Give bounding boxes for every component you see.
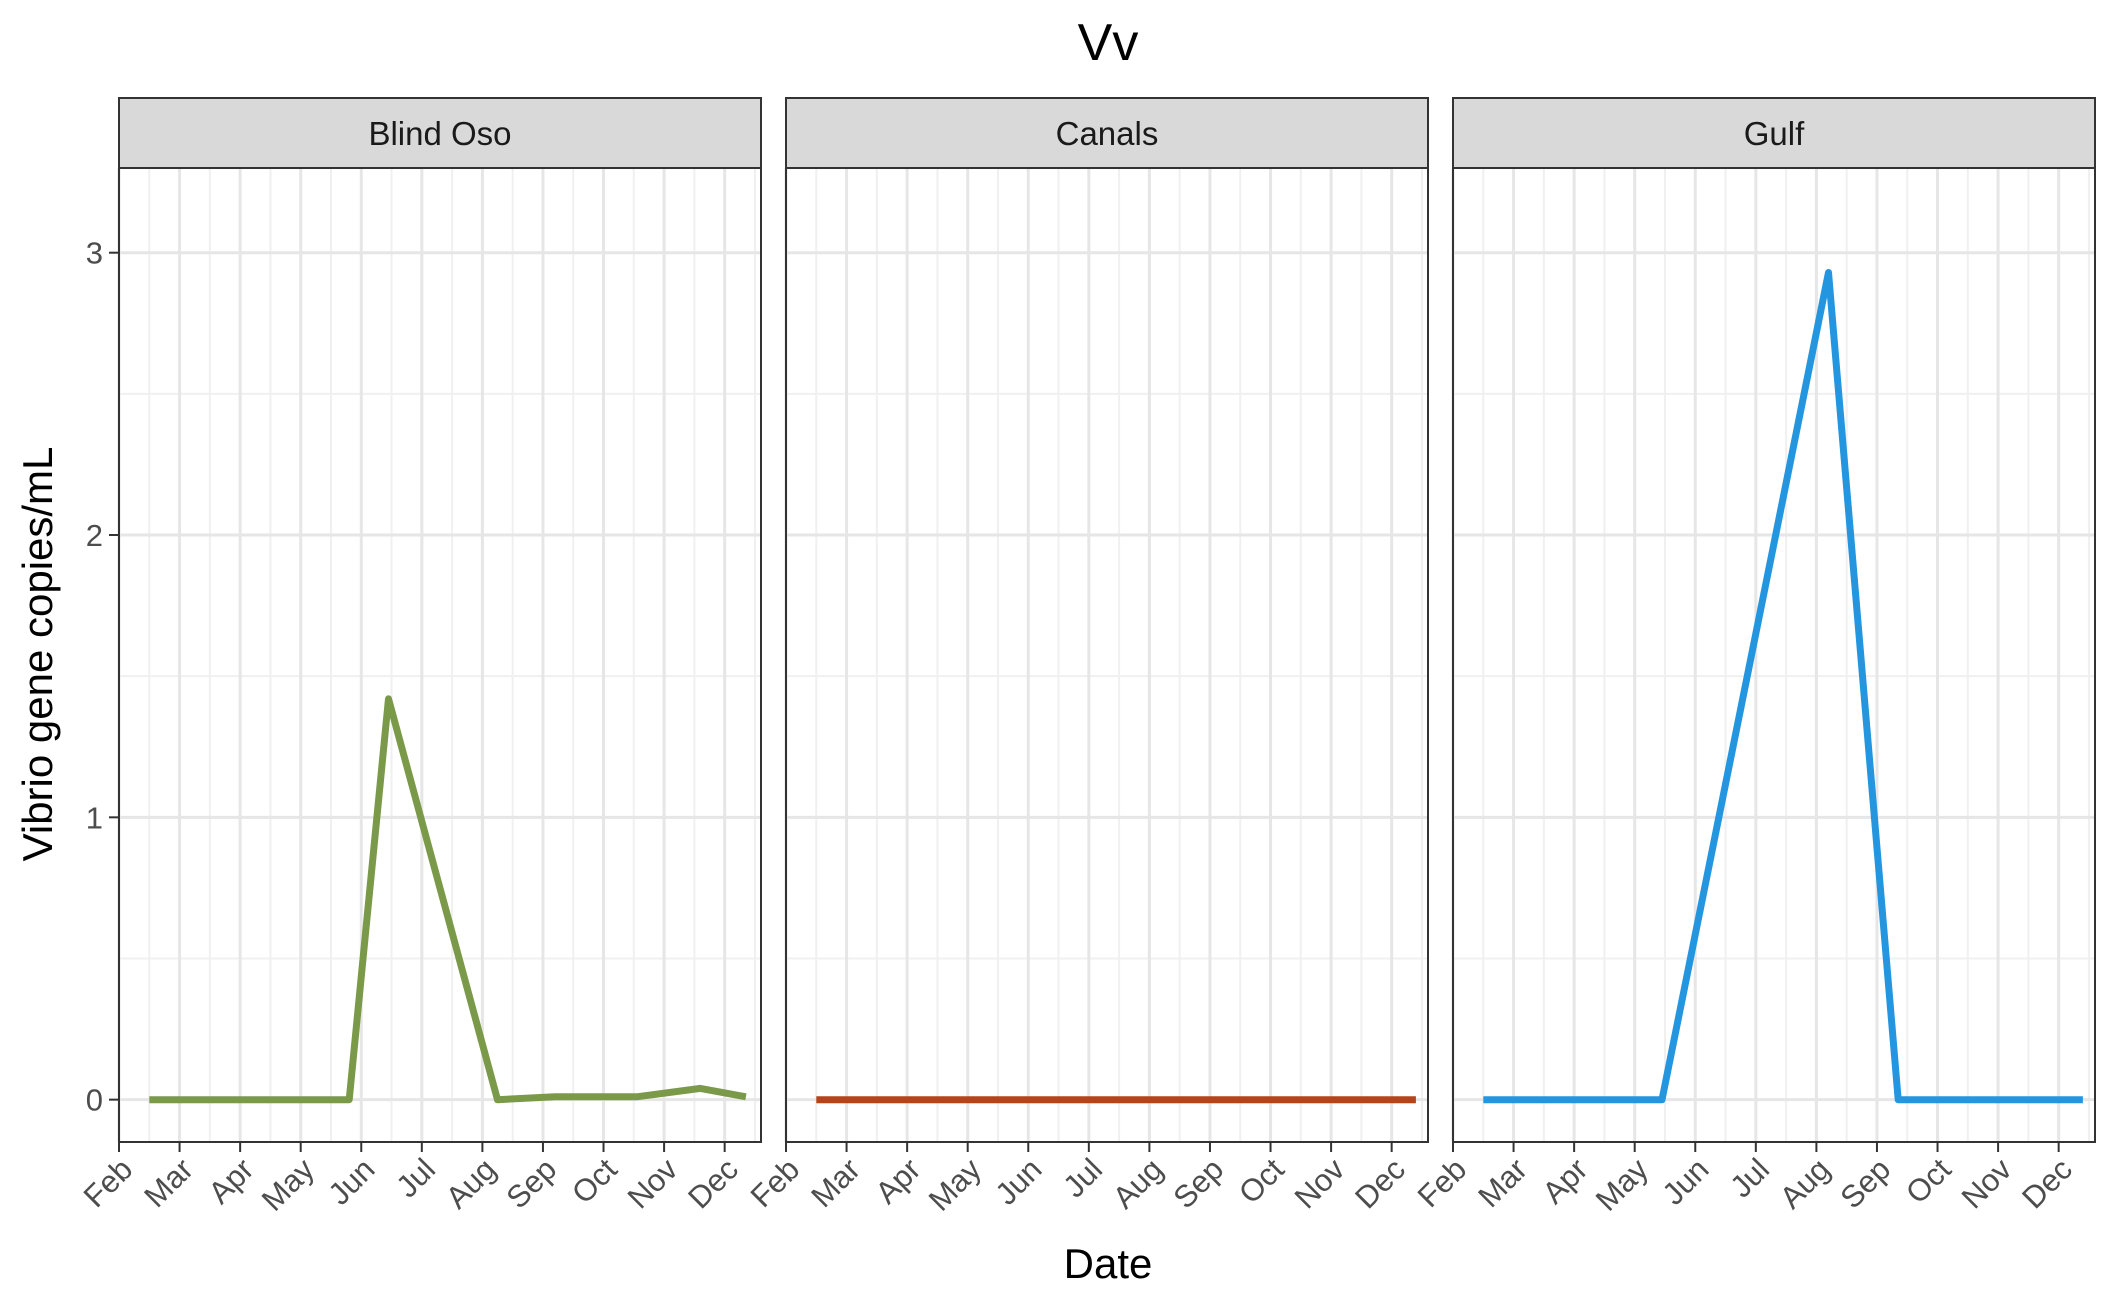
x-tick-label: Nov <box>1288 1151 1352 1215</box>
x-tick-label: Oct <box>1232 1151 1291 1210</box>
y-tick-label: 1 <box>86 800 103 835</box>
series-line-0 <box>149 695 747 1104</box>
x-tick-label: Dec <box>1348 1152 1412 1216</box>
series-line-2 <box>1483 269 2083 1104</box>
x-tick-label: Nov <box>621 1151 685 1215</box>
facet-strip <box>1452 97 2096 169</box>
x-tick-label: Dec <box>681 1152 745 1216</box>
facet-strip <box>785 97 1429 169</box>
x-tick-label: Jul <box>389 1152 442 1205</box>
x-tick-label: Mar <box>137 1152 200 1215</box>
x-tick-label: Aug <box>439 1152 503 1216</box>
x-tick-label: May <box>1589 1151 1656 1218</box>
x-tick-label: May <box>255 1151 322 1218</box>
x-tick-label: Oct <box>1899 1151 1958 1210</box>
x-tick-label: Mar <box>804 1152 867 1215</box>
panel-plot-area <box>1453 168 2095 1142</box>
x-tick-label: Feb <box>77 1152 140 1215</box>
x-tick-label: Apr <box>869 1152 928 1211</box>
x-tick-label: May <box>922 1151 989 1218</box>
facet-strip <box>118 97 762 169</box>
x-tick-label: Jul <box>1056 1152 1109 1205</box>
x-tick-label: Jun <box>1655 1152 1715 1212</box>
panel-plot-area <box>119 168 761 1142</box>
x-tick-label: Feb <box>744 1152 807 1215</box>
x-tick-label: Sep <box>1166 1152 1230 1216</box>
y-tick-label: 2 <box>86 518 103 553</box>
x-tick-label: Oct <box>565 1151 624 1210</box>
x-tick-label: Nov <box>1955 1151 2019 1215</box>
x-tick-label: Jun <box>988 1152 1048 1212</box>
facet-strip-label: Canals <box>1056 115 1159 152</box>
y-tick-label: 0 <box>86 1083 103 1118</box>
x-tick-label: Jul <box>1723 1152 1776 1205</box>
x-axis-title: Date <box>1064 1240 1153 1287</box>
y-axis-title: Vibrio gene copies/mL <box>14 447 61 862</box>
x-tick-label: Apr <box>1536 1152 1595 1211</box>
x-tick-label: Sep <box>499 1152 563 1216</box>
x-tick-label: Mar <box>1471 1152 1534 1215</box>
x-tick-label: Aug <box>1106 1152 1170 1216</box>
x-tick-label: Aug <box>1773 1152 1837 1216</box>
panel-plot-area <box>786 168 1428 1142</box>
chart-title: Vv <box>1078 14 1139 72</box>
x-tick-label: Dec <box>2015 1152 2079 1216</box>
facet-strip-label: Gulf <box>1744 115 1805 152</box>
x-tick-label: Apr <box>202 1152 261 1211</box>
y-tick-label: 3 <box>86 236 103 271</box>
x-tick-label: Sep <box>1833 1152 1897 1216</box>
x-tick-label: Feb <box>1411 1152 1474 1215</box>
x-tick-label: Jun <box>321 1152 381 1212</box>
facet-strip-label: Blind Oso <box>368 115 511 152</box>
